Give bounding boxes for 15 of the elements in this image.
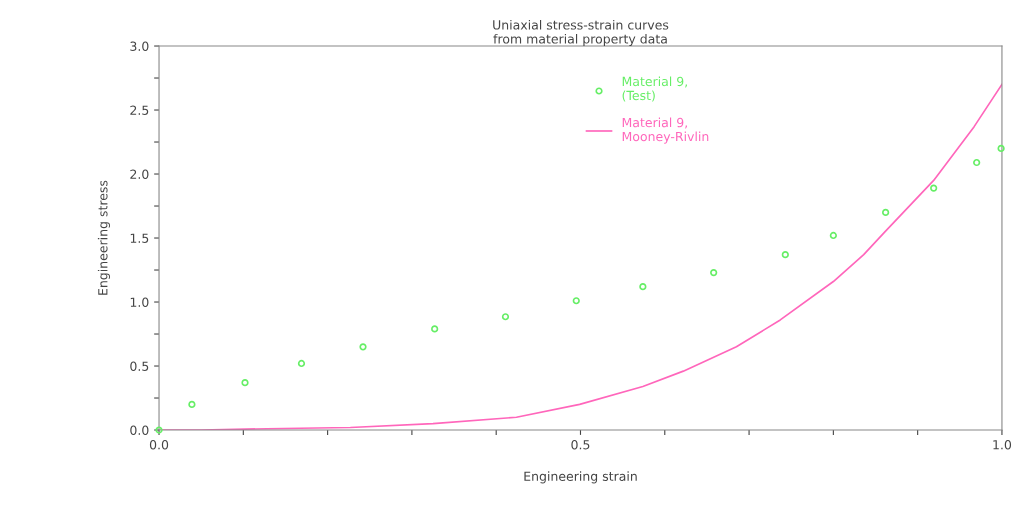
y-tick-label: 1.5: [130, 233, 149, 243]
x-tick-label: 0.0: [149, 439, 169, 450]
y-tick-label: 3.0: [130, 41, 149, 51]
legend-label: Material 9, Mooney-Rivlin: [622, 117, 709, 144]
y-tick-label: 0.5: [130, 361, 149, 371]
y-tick-label: 0.0: [130, 425, 149, 435]
y-tick-label: 2.5: [130, 105, 149, 115]
y-axis-title: Engineering stress: [97, 180, 110, 295]
y-tick-label: 2.0: [130, 169, 149, 179]
legend-label: Material 9, (Test): [622, 76, 687, 102]
chart-title: Uniaxial stress-strain curves from material property data: [493, 19, 669, 47]
x-tick-label: 0.5: [571, 439, 590, 450]
x-axis-title: Engineering strain: [524, 471, 637, 484]
y-tick-label: 1.0: [130, 297, 149, 307]
x-tick-label: 1.0: [993, 439, 1012, 450]
